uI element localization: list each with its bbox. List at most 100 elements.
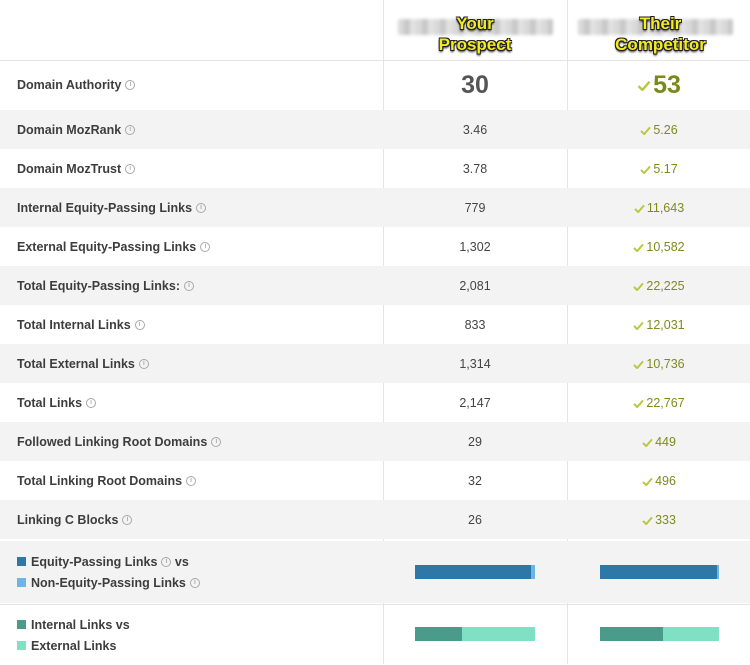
metric-label: Domain MozRank i <box>0 110 383 149</box>
redacted-domain <box>398 19 553 35</box>
metric-label: Followed Linking Root Domains i <box>0 422 383 461</box>
bar-segment-secondary <box>662 627 719 641</box>
your-value: 2,081 <box>459 278 491 293</box>
info-icon[interactable]: i <box>122 514 133 525</box>
checkmark-icon <box>642 438 653 447</box>
table-row: Total Links i 2,147 22,767 <box>0 383 750 422</box>
their-value: 22,767 <box>568 396 750 410</box>
checkmark-icon <box>642 516 653 525</box>
info-icon[interactable]: i <box>125 124 136 135</box>
your-value: 32 <box>468 473 482 488</box>
internal-bar-row: Internal Links vs External Links <box>0 604 750 665</box>
equity-bar-yours <box>415 565 535 579</box>
metric-label: Total Equity-Passing Links: i <box>0 266 383 305</box>
your-value: 29 <box>468 434 482 449</box>
their-value: 12,031 <box>568 318 750 332</box>
their-value: 53 <box>568 71 750 100</box>
metric-label: Domain MozTrust i <box>0 149 383 188</box>
their-value: 11,643 <box>568 201 750 215</box>
legend-swatch <box>17 557 26 566</box>
bar-segment-secondary <box>531 565 535 579</box>
info-icon[interactable]: i <box>134 319 145 330</box>
their-value: 10,736 <box>568 357 750 371</box>
info-icon[interactable]: i <box>183 280 194 291</box>
legend-swatch <box>17 578 26 587</box>
their-value: 5.26 <box>568 123 750 137</box>
checkmark-icon <box>633 282 645 291</box>
table-row: External Equity-Passing Links i 1,302 10,58… <box>0 227 750 266</box>
checkmark-icon <box>634 204 645 213</box>
your-value: 1,302 <box>459 239 491 254</box>
legend-equity-passing: Equity-Passing Links i vs <box>17 555 189 569</box>
checkmark-icon <box>633 321 645 330</box>
their-value: 333 <box>568 513 750 527</box>
metric-label: Total Links i <box>0 383 383 422</box>
table-row: Linking C Blocks i 26 333 <box>0 500 750 539</box>
internal-bar-yours <box>415 627 535 641</box>
bar-segment-primary <box>600 627 663 641</box>
info-icon[interactable]: i <box>211 436 222 447</box>
table-row: Followed Linking Root Domains i 29 449 <box>0 422 750 461</box>
table-header: Your Prospect Their Competitor <box>0 0 750 61</box>
info-icon[interactable]: i <box>196 202 207 213</box>
your-value: 2,147 <box>459 395 491 410</box>
table-row: Internal Equity-Passing Links i 779 11,643 <box>0 188 750 227</box>
checkmark-icon <box>642 477 653 486</box>
your-value: 30 <box>461 70 489 99</box>
their-competitor-title: Their Competitor <box>615 14 706 54</box>
their-value: 5.17 <box>568 162 750 176</box>
table-row: Total Linking Root Domains i 32 496 <box>0 461 750 500</box>
redacted-domain <box>578 19 733 35</box>
their-value: 22,225 <box>568 279 750 293</box>
your-value: 3.78 <box>462 161 488 176</box>
info-icon[interactable]: i <box>86 397 97 408</box>
checkmark-icon <box>633 399 645 408</box>
bar-segment-secondary <box>461 627 535 641</box>
column-divider <box>567 0 568 664</box>
bar-segment-primary <box>415 627 462 641</box>
equity-bar-row: Equity-Passing Links i vs Non-Equity-Pass… <box>0 541 750 603</box>
table-row: Domain Authority i 30 53 <box>0 60 750 110</box>
checkmark-icon <box>637 80 651 91</box>
info-icon[interactable]: i <box>189 577 200 588</box>
checkmark-icon <box>640 126 652 135</box>
table-row: Total Equity-Passing Links: i 2,081 22,225 <box>0 266 750 305</box>
their-value: 10,582 <box>568 240 750 254</box>
info-icon[interactable]: i <box>161 556 172 567</box>
your-value: 833 <box>464 317 486 332</box>
metric-label: Total External Links i <box>0 344 383 383</box>
internal-bar-theirs <box>600 627 719 641</box>
table-row: Domain MozRank i 3.46 5.26 <box>0 110 750 149</box>
your-value: 1,314 <box>459 356 491 371</box>
bar-segment-primary <box>600 565 717 579</box>
legend-non-equity-passing: Non-Equity-Passing Links i <box>17 576 200 590</box>
table-row: Total Internal Links i 833 12,031 <box>0 305 750 344</box>
table-row: Total External Links i 1,314 10,736 <box>0 344 750 383</box>
metric-label: Total Linking Root Domains i <box>0 461 383 500</box>
bar-segment-secondary <box>716 565 719 579</box>
their-value: 496 <box>568 474 750 488</box>
checkmark-icon <box>633 360 645 369</box>
your-prospect-title: Your Prospect <box>438 14 512 54</box>
info-icon[interactable]: i <box>125 80 136 90</box>
your-value: 3.46 <box>462 122 488 137</box>
your-value: 26 <box>468 512 482 527</box>
metric-label: Linking C Blocks i <box>0 500 383 539</box>
checkmark-icon <box>640 165 652 174</box>
metric-label: Domain Authority i <box>0 60 383 110</box>
table-row: Domain MozTrust i 3.78 5.17 <box>0 149 750 188</box>
info-icon[interactable]: i <box>186 475 197 486</box>
info-icon[interactable]: i <box>138 358 149 369</box>
checkmark-icon <box>633 243 645 252</box>
legend-internal-links: Internal Links vs <box>17 618 130 632</box>
legend-swatch <box>17 620 26 629</box>
metric-label: Total Internal Links i <box>0 305 383 344</box>
your-value: 779 <box>464 200 486 215</box>
info-icon[interactable]: i <box>125 163 136 174</box>
their-value: 449 <box>568 435 750 449</box>
legend-swatch <box>17 641 26 650</box>
legend-external-links: External Links <box>17 639 116 653</box>
info-icon[interactable]: i <box>200 241 211 252</box>
metric-label: External Equity-Passing Links i <box>0 227 383 266</box>
column-divider <box>383 0 384 664</box>
